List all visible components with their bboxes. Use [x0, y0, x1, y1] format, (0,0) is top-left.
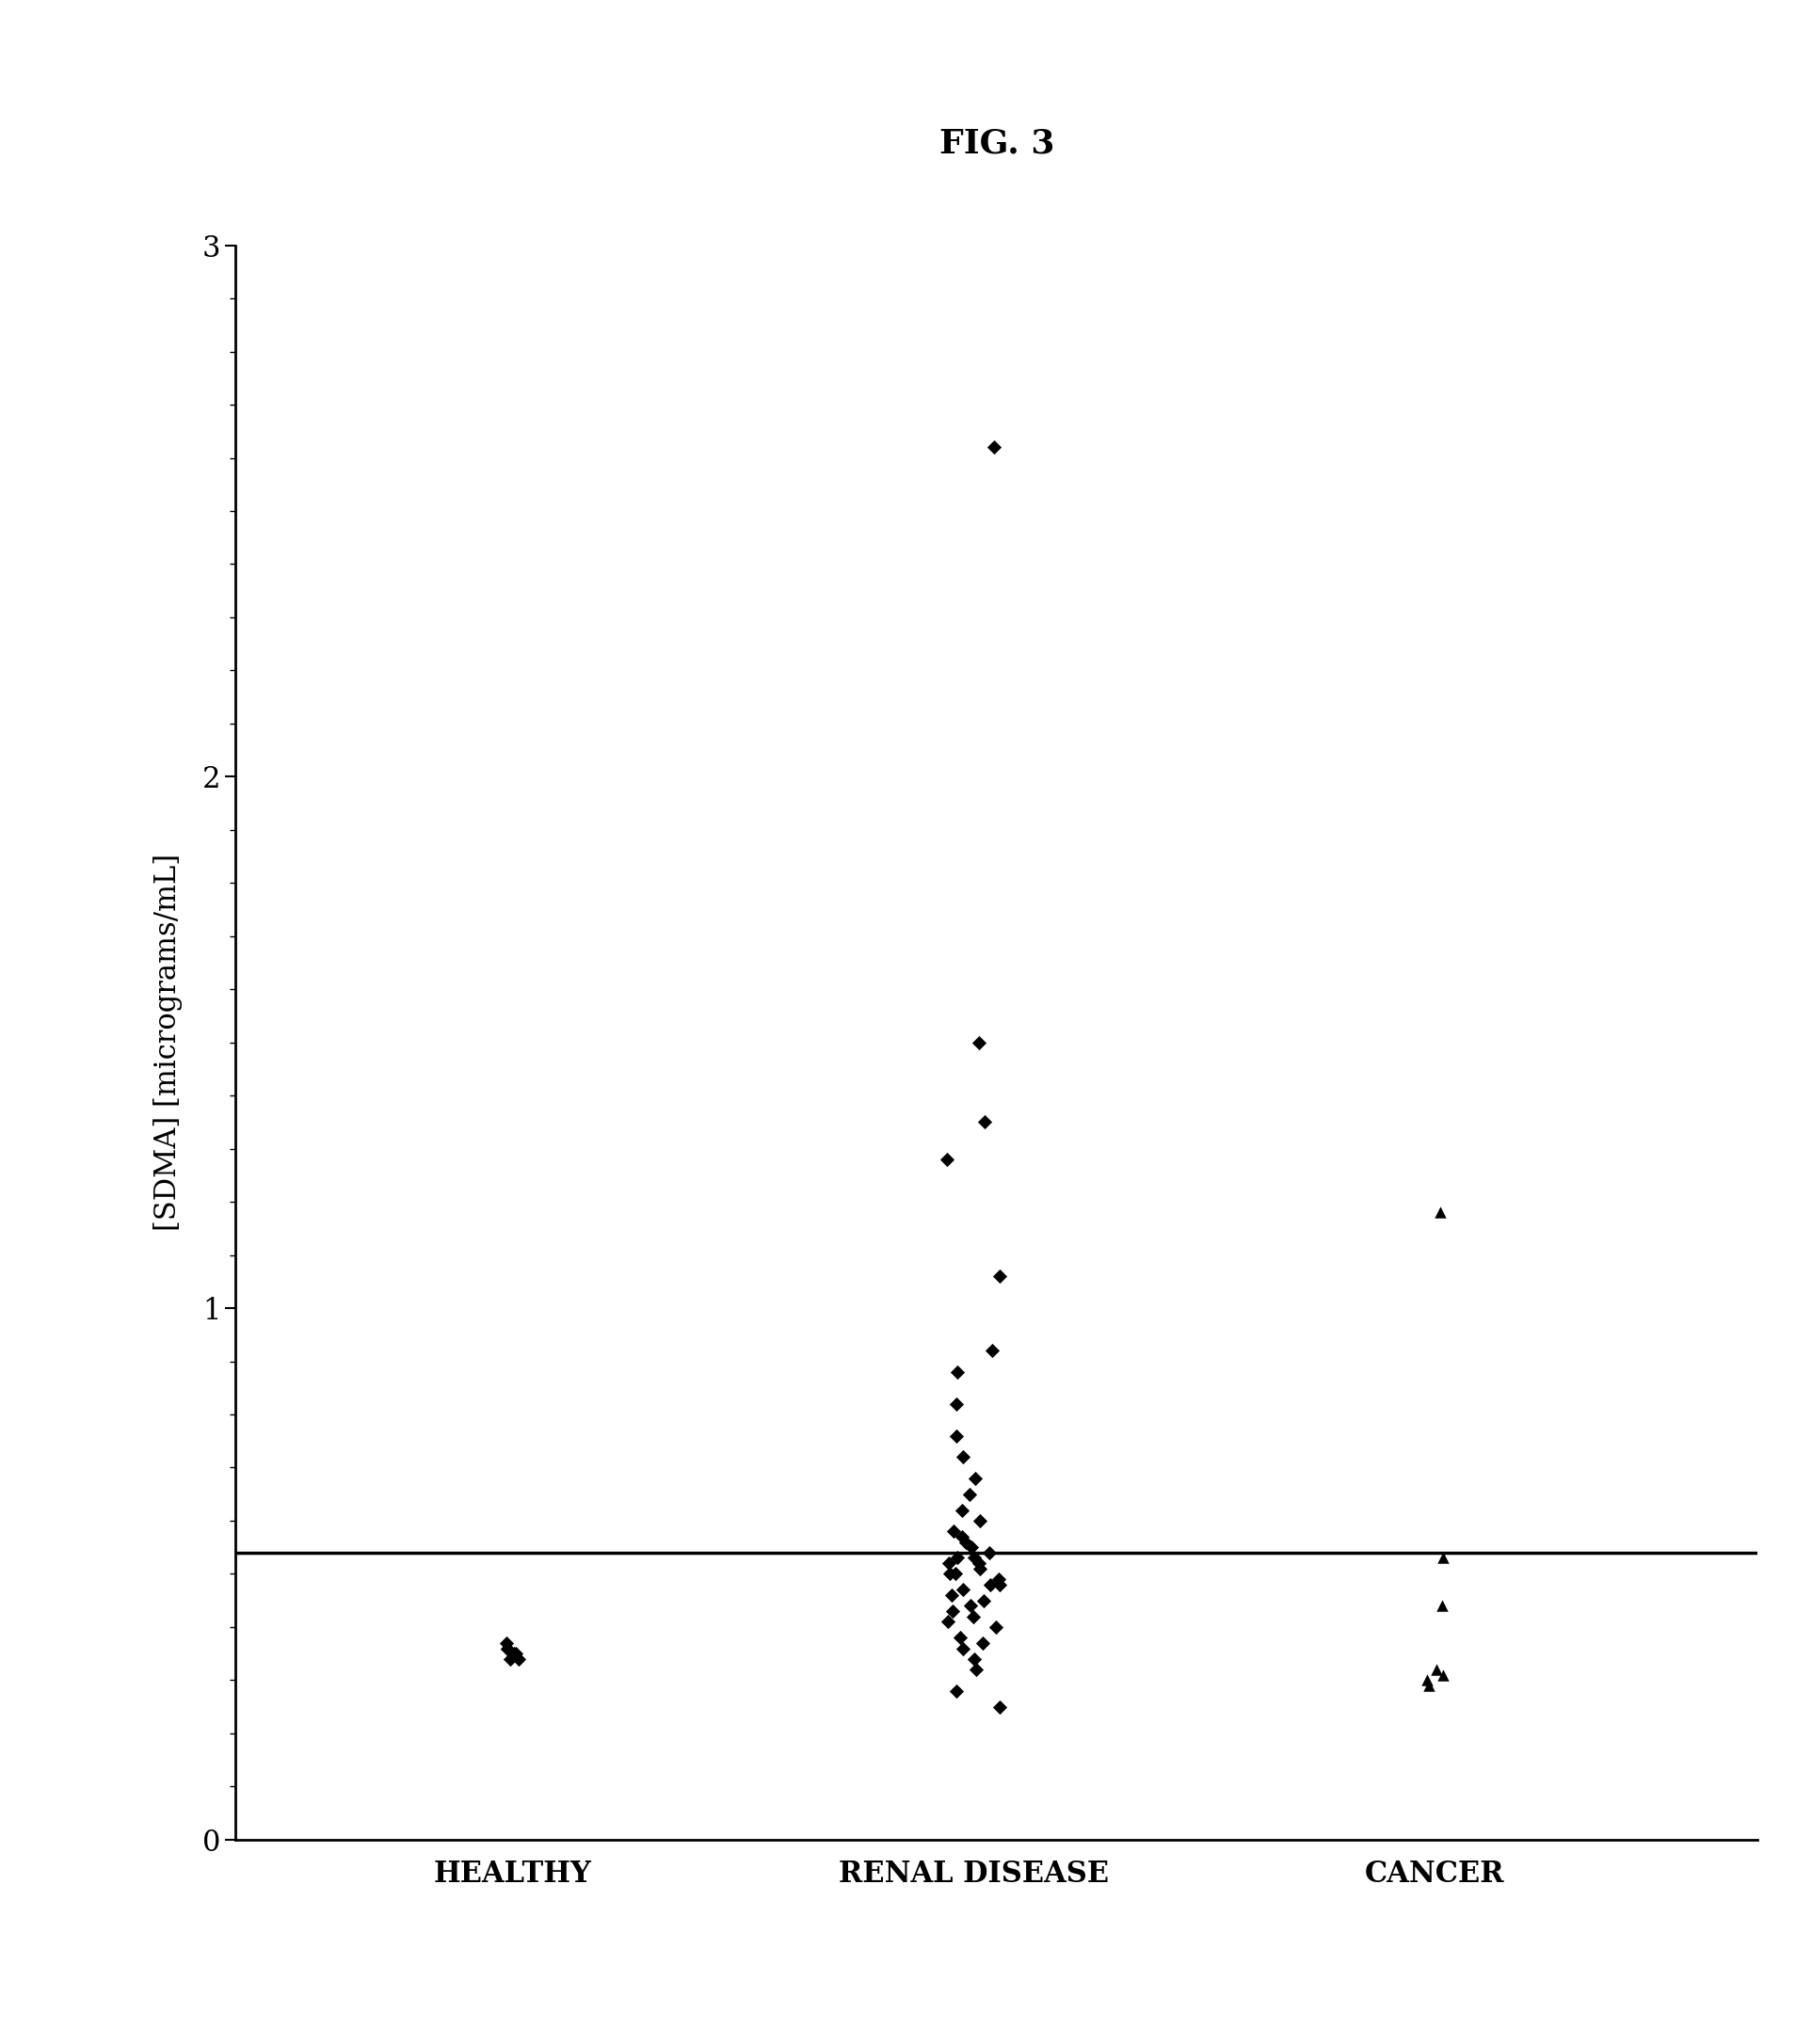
Point	[971, 1106, 1000, 1139]
Point	[962, 1654, 991, 1686]
Point	[948, 1574, 977, 1607]
Point	[933, 1547, 962, 1580]
Point	[960, 1461, 989, 1494]
Point	[935, 1558, 964, 1590]
Point	[942, 1541, 971, 1574]
Point	[955, 1590, 984, 1623]
Point	[964, 1547, 993, 1580]
Point	[964, 1026, 993, 1059]
Point	[948, 1494, 977, 1527]
Point	[942, 1419, 971, 1451]
Point	[940, 1558, 969, 1590]
Point	[1426, 1196, 1455, 1228]
Point	[933, 1143, 962, 1175]
Point	[977, 1568, 1006, 1600]
Point	[984, 1564, 1013, 1596]
Point	[504, 1643, 533, 1676]
Point	[960, 1541, 989, 1574]
Point	[977, 1335, 1006, 1367]
Point	[498, 1637, 527, 1670]
Point	[975, 1537, 1004, 1570]
Point	[1428, 1541, 1457, 1574]
Point	[978, 431, 1007, 464]
Point	[491, 1627, 520, 1660]
Point	[493, 1631, 522, 1664]
Point	[957, 1531, 986, 1564]
Point	[982, 1611, 1011, 1643]
Point	[984, 1568, 1013, 1600]
Point	[942, 1674, 971, 1707]
Point	[933, 1605, 962, 1637]
Point	[1428, 1658, 1457, 1690]
Point	[942, 1355, 971, 1388]
Point	[942, 1388, 971, 1421]
Point	[966, 1504, 995, 1537]
Point	[966, 1551, 995, 1584]
Point	[955, 1478, 984, 1511]
Point	[496, 1643, 525, 1676]
Point	[493, 1631, 522, 1664]
Point	[969, 1584, 998, 1617]
Point	[939, 1594, 968, 1627]
Point	[500, 1637, 529, 1670]
Point	[1415, 1670, 1444, 1703]
Point	[1413, 1664, 1442, 1697]
Point	[1428, 1590, 1457, 1623]
Point	[937, 1578, 966, 1611]
Text: FIG. 3: FIG. 3	[939, 127, 1055, 159]
Point	[949, 1631, 978, 1664]
Point	[986, 1259, 1015, 1292]
Point	[1422, 1654, 1451, 1686]
Y-axis label: [SDMA] [micrograms/mL]: [SDMA] [micrograms/mL]	[154, 854, 183, 1230]
Point	[948, 1521, 977, 1553]
Point	[939, 1515, 968, 1547]
Point	[968, 1627, 997, 1660]
Point	[951, 1525, 980, 1558]
Point	[946, 1621, 975, 1654]
Point	[960, 1643, 989, 1676]
Point	[986, 1690, 1015, 1723]
Point	[948, 1441, 977, 1474]
Point	[959, 1600, 988, 1633]
